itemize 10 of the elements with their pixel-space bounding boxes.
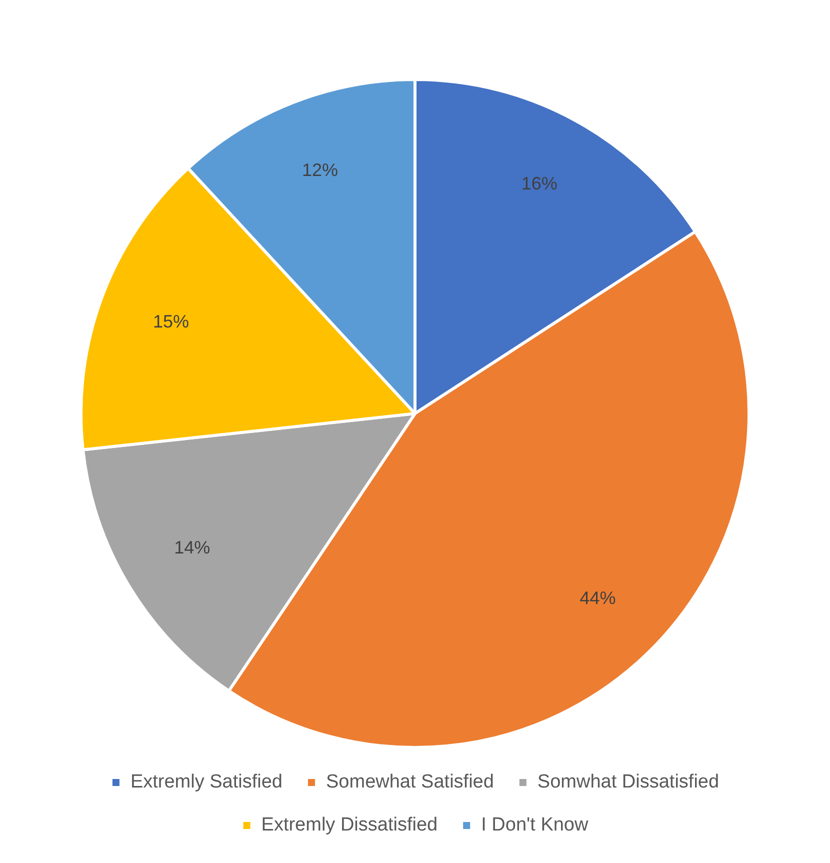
data-label: 16%	[521, 174, 558, 194]
legend-label: Somwhat Dissatisfied	[537, 772, 720, 793]
legend-label: Somewhat Satisfied	[326, 772, 494, 793]
data-label: 44%	[580, 588, 616, 608]
legend-label: Extremly Dissatisfied	[261, 814, 438, 836]
legend-label: Extremly Satisfied	[130, 772, 282, 793]
data-label: 12%	[302, 160, 338, 180]
data-label: 15%	[152, 311, 189, 332]
data-label: 14%	[174, 537, 210, 558]
legend-label: I Don't Know	[481, 814, 588, 836]
